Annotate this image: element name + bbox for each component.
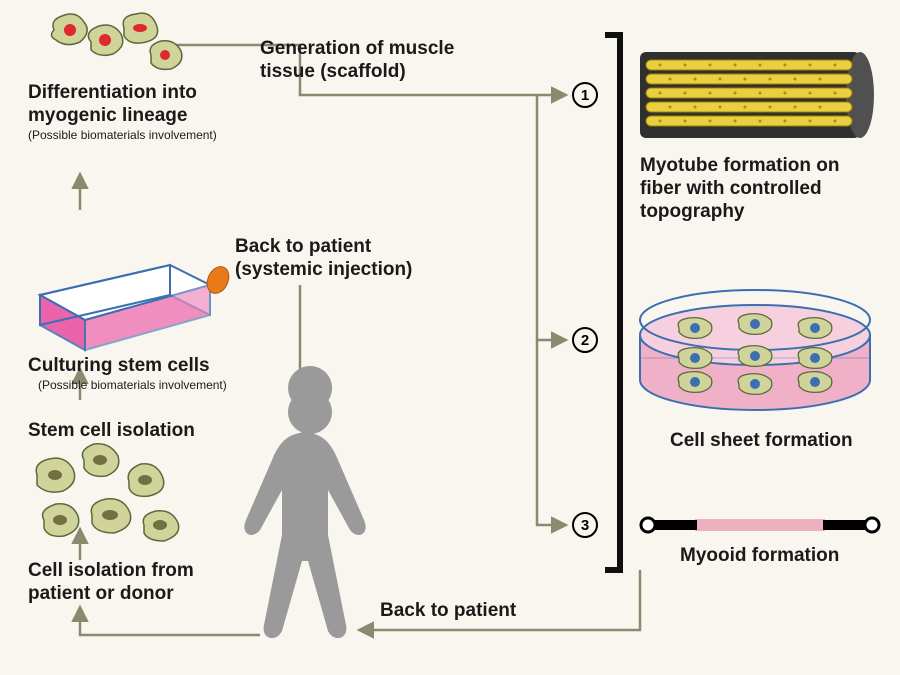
- text: Myotube formation on: [640, 155, 839, 176]
- petri-dish-icon: [640, 290, 870, 410]
- text: Cell isolation from: [28, 560, 194, 581]
- subtext: (Possible biomaterials involvement): [28, 378, 227, 392]
- cells-differentiation: [51, 13, 181, 69]
- text: fiber with controlled: [640, 178, 822, 199]
- arrow-human-to-cells: [80, 608, 260, 635]
- number-2: 2: [572, 327, 598, 353]
- bracket: [605, 35, 620, 570]
- branch-to-3: [537, 340, 565, 525]
- text: topography: [640, 201, 745, 222]
- diagram-stage: Differentiation into myogenic lineage (P…: [0, 0, 900, 675]
- cells-isolated: [36, 444, 179, 541]
- label-cell-isolation: Cell isolation from patient or donor: [28, 560, 194, 606]
- branch-to-2: [537, 95, 565, 340]
- label-generation: Generation of muscle tissue (scaffold): [260, 38, 454, 84]
- text: Back to patient: [235, 236, 371, 257]
- text: (systemic injection): [235, 259, 412, 280]
- label-cell-sheet: Cell sheet formation: [670, 430, 853, 453]
- label-back-systemic: Back to patient (systemic injection): [235, 236, 412, 282]
- text: Culturing stem cells: [28, 355, 210, 376]
- myooid-icon: [641, 518, 879, 532]
- label-isolation: Stem cell isolation: [28, 420, 195, 443]
- human-icon: [244, 366, 365, 638]
- text: Differentiation into: [28, 82, 197, 103]
- number-3: 3: [572, 512, 598, 538]
- number-1: 1: [572, 82, 598, 108]
- label-myotube: Myotube formation on fiber with controll…: [640, 155, 839, 223]
- subtext: (Possible biomaterials involvement): [28, 128, 217, 142]
- label-myooid: Myooid formation: [680, 545, 839, 568]
- label-back-patient: Back to patient: [380, 600, 516, 623]
- text: tissue (scaffold): [260, 61, 406, 82]
- text: Generation of muscle: [260, 38, 454, 59]
- flask-icon: [40, 263, 233, 350]
- label-differentiation: Differentiation into myogenic lineage (P…: [28, 82, 217, 142]
- text: myogenic lineage: [28, 105, 187, 126]
- label-culturing: Culturing stem cells (Possible biomateri…: [28, 355, 227, 392]
- text: patient or donor: [28, 583, 174, 604]
- scaffold-icon: [640, 52, 874, 138]
